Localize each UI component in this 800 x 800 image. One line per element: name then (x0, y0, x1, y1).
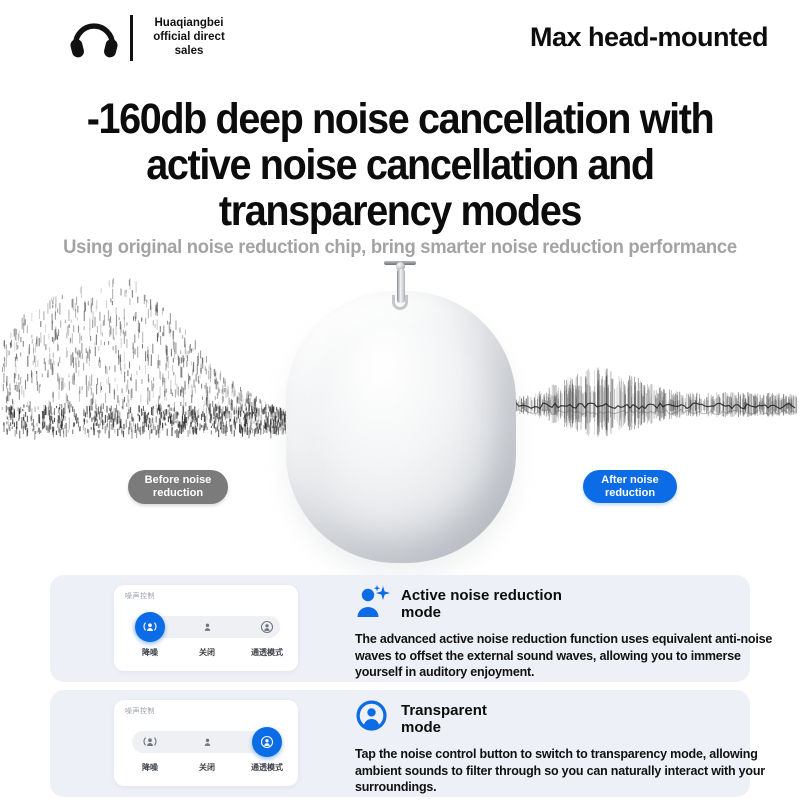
transparency-option-label: 通透模式 (251, 648, 283, 657)
person-off-icon (190, 616, 224, 638)
brand-logo: Huaqiangbei official direct sales (68, 14, 235, 62)
person-off-icon (190, 731, 224, 753)
noise-mode-segmented-control (132, 731, 280, 753)
noise-control-panel: 噪声控制 降噪 关闭 通透模式 (114, 700, 298, 786)
anc-sparkle-person-icon (355, 585, 393, 621)
page-subtitle: Using original noise reduction chip, bri… (63, 237, 737, 258)
feature-description: Tap the noise control button to switch t… (355, 747, 765, 794)
feature-title: Transparent mode (401, 702, 487, 736)
headphones-icon (70, 23, 118, 58)
transparency-person-icon (355, 700, 393, 736)
title-line-2: active noise cancellation and (146, 141, 655, 189)
feature-description: The advanced active noise reduction func… (355, 632, 773, 679)
transparency-option-label: 通透模式 (251, 763, 283, 772)
after-noise-badge: After noise reduction (583, 470, 677, 503)
noise-control-panel: 噪声控制 降噪 关闭 通透模式 (114, 585, 298, 671)
page-title: -160db deep noise cancellation with acti… (0, 96, 800, 234)
feature-card-transparency: 噪声控制 降噪 关闭 通透模式 Transparent mode Tap the… (50, 690, 765, 797)
earcup-product-image (286, 291, 516, 563)
anc-option-label: 降噪 (142, 648, 158, 657)
noisy-waveform-graphic (1, 278, 297, 440)
off-option-label: 关闭 (199, 648, 215, 657)
title-line-1: -160db deep noise cancellation with (86, 95, 715, 143)
anc-person-waves-icon (133, 731, 167, 753)
anc-person-waves-icon (135, 612, 165, 642)
noise-control-label: 噪声控制 (125, 593, 155, 600)
noise-control-label: 噪声控制 (125, 708, 155, 715)
noise-mode-segmented-control (132, 616, 280, 638)
logo-divider (130, 15, 133, 61)
person-in-circle-icon (252, 727, 282, 757)
noise-mode-anc-button[interactable] (133, 731, 167, 753)
noise-mode-anc-button[interactable] (135, 612, 165, 642)
feature-card-anc: 噪声控制 降噪 关闭 通透模式 Active noise reduction m… (50, 575, 772, 682)
brand-name: Huaqiangbei official direct sales (153, 17, 225, 57)
anc-option-label: 降噪 (142, 763, 158, 772)
feature-title: Active noise reduction mode (401, 587, 562, 621)
noise-mode-off-button[interactable] (190, 616, 224, 638)
reduced-waveform-graphic (506, 367, 797, 437)
off-option-label: 关闭 (199, 763, 215, 772)
noise-mode-transparency-button[interactable] (250, 616, 284, 638)
headband-stem (384, 261, 416, 313)
product-tag: Max head-mounted (529, 22, 769, 52)
noise-mode-transparency-button[interactable] (252, 727, 282, 757)
title-line-3: transparency modes (218, 187, 583, 235)
before-noise-badge: Before noise reduction (128, 470, 228, 504)
noise-mode-off-button[interactable] (190, 731, 224, 753)
person-in-circle-icon (250, 616, 284, 638)
